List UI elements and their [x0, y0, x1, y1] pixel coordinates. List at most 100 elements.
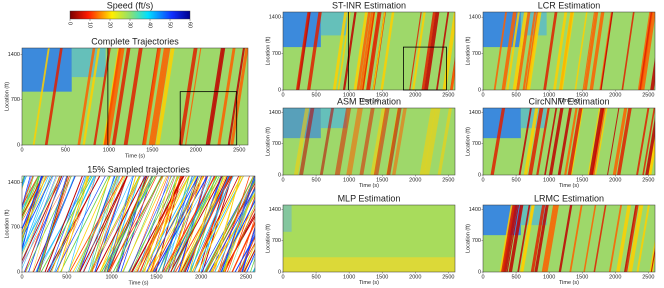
trajectory [22, 176, 54, 256]
congestion-wave [642, 108, 655, 175]
congestion-wave [319, 108, 335, 175]
trajectory [106, 176, 153, 272]
trajectory [69, 176, 124, 272]
trajectory [22, 176, 61, 255]
congestion-wave [359, 12, 374, 90]
panel-title: CircNNM Estimation [528, 96, 609, 106]
x-tick-label: 1500 [146, 147, 158, 153]
x-tick-label: 0 [20, 274, 23, 280]
x-tick-label: 1500 [150, 274, 162, 280]
trajectory [240, 225, 255, 272]
x-tick-label: 2500 [233, 147, 245, 153]
trajectory [22, 176, 40, 211]
x-tick-label: 0 [481, 92, 484, 98]
congestion-wave [356, 12, 371, 90]
trajectory [22, 176, 34, 218]
x-tick-label: 1000 [103, 147, 115, 153]
x-axis-label: Time (s) [359, 280, 379, 286]
congestion-wave [530, 205, 546, 272]
x-tick-label: 2000 [609, 274, 621, 280]
trajectory [122, 176, 167, 272]
congestion-wave [536, 108, 550, 175]
colorbar-tick-label: 40 [147, 22, 153, 28]
trajectory [242, 243, 255, 272]
trajectory [116, 176, 163, 272]
highlight-box [402, 46, 447, 91]
congestion-wave [32, 48, 50, 145]
trajectory [89, 176, 141, 272]
congestion-wave [600, 12, 614, 90]
congestion-wave [151, 48, 171, 145]
x-tick-label: 2500 [442, 92, 454, 98]
heatmap-band [283, 257, 455, 272]
x-axis-label: Time (s) [559, 280, 579, 286]
trajectory [22, 176, 39, 207]
trajectory [204, 176, 255, 272]
congestion-wave [583, 12, 599, 90]
trajectory [74, 176, 120, 272]
trajectory [48, 176, 96, 272]
trajectory [217, 200, 255, 272]
congestion-wave [557, 108, 572, 175]
congestion-wave [594, 108, 608, 175]
heatmap [283, 12, 455, 90]
congestion-wave [623, 205, 637, 272]
congestion-wave [607, 108, 620, 175]
trajectory [22, 176, 34, 207]
congestion-wave [178, 48, 198, 145]
congestion-wave [512, 12, 527, 90]
y-tick-label: 1400 [8, 180, 20, 186]
congestion-wave [628, 205, 644, 272]
x-tick-label: 2000 [609, 92, 621, 98]
x-tick-label: 1000 [105, 274, 117, 280]
y-axis-label: Location (ft) [265, 36, 271, 65]
x-tick-label: 500 [62, 274, 71, 280]
x-tick-label: 1500 [576, 177, 588, 183]
trajectory [104, 176, 154, 272]
heatmap [483, 108, 655, 175]
trajectory [22, 176, 44, 220]
congestion-wave [421, 12, 436, 90]
congestion-wave [332, 12, 348, 90]
congestion-wave [574, 12, 588, 90]
trajectory [234, 234, 255, 272]
x-tick-label: 2000 [195, 274, 207, 280]
trajectory [22, 176, 39, 218]
trajectory [38, 176, 88, 272]
trajectory [22, 176, 34, 212]
congestion-wave [636, 108, 650, 175]
x-tick-label: 1000 [343, 92, 355, 98]
congestion-wave [111, 48, 131, 145]
congestion-wave [359, 108, 375, 175]
colorbar [69, 10, 191, 20]
x-tick-label: 500 [311, 177, 320, 183]
x-tick-label: 0 [20, 147, 23, 153]
congestion-wave [424, 12, 440, 90]
trajectory [44, 176, 83, 272]
congestion-wave [523, 108, 539, 175]
trajectory [136, 176, 190, 272]
trajectory [137, 176, 170, 272]
panel-title: 15% Sampled trajectories [87, 164, 190, 174]
heatmap [22, 176, 255, 272]
trajectory [183, 176, 231, 272]
x-tick-label: 500 [511, 274, 520, 280]
congestion-wave [353, 12, 368, 90]
congestion-wave [649, 141, 655, 175]
congestion-wave [493, 12, 507, 90]
x-tick-label: 2000 [609, 177, 621, 183]
x-tick-label: 0 [481, 274, 484, 280]
congestion-wave [636, 205, 650, 272]
y-tick-label: 1400 [269, 110, 281, 116]
y-tick-label: 0 [478, 269, 481, 275]
trajectory [241, 226, 255, 272]
y-tick-label: 1400 [269, 15, 281, 21]
congestion-wave [370, 108, 387, 175]
trajectory [72, 176, 125, 272]
congestion-wave [589, 12, 605, 90]
congestion-wave [77, 48, 96, 145]
congestion-wave [372, 12, 386, 90]
trajectory [22, 176, 57, 265]
congestion-wave [621, 12, 635, 90]
congestion-wave [587, 108, 601, 175]
